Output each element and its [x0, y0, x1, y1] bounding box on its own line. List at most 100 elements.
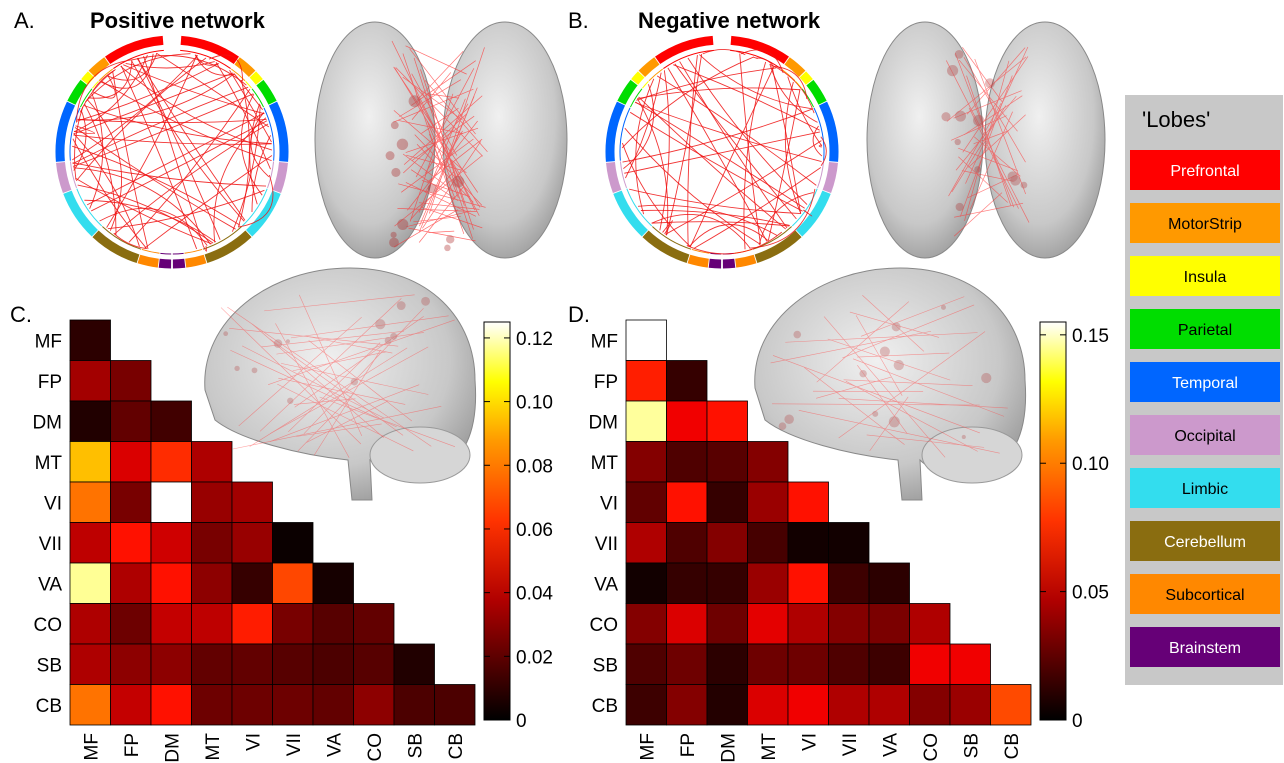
colorbar-tick-label: 0: [1072, 711, 1083, 732]
legend-swatch: [1130, 468, 1280, 508]
colorbar-tick-label: 0.02: [516, 647, 553, 668]
colorbar-tick-label: 0.06: [516, 520, 553, 541]
heatmap-cell: [110, 603, 152, 645]
heatmap-cell: [747, 643, 789, 685]
colorbar-tick-label: 0.10: [1072, 454, 1109, 475]
column-label: VII: [840, 733, 861, 756]
row-label: MT: [591, 453, 619, 474]
row-label: SB: [37, 655, 62, 676]
heatmap-cell: [191, 441, 233, 483]
row-label: VI: [600, 493, 618, 514]
heatmap-cell: [69, 400, 111, 442]
legend-swatch: [1130, 521, 1280, 561]
colorbar-tick-label: 0.15: [1072, 326, 1109, 347]
panel-a-letter: A.: [14, 8, 35, 33]
legend-label: Parietal: [1178, 322, 1232, 339]
legend-label: MotorStrip: [1168, 216, 1242, 233]
heatmap-cell: [393, 643, 435, 685]
row-label: FP: [38, 372, 62, 393]
heatmap-cell: [312, 562, 354, 604]
column-label: VII: [284, 733, 305, 756]
heatmap-cell: [666, 400, 708, 442]
row-label: CB: [36, 696, 62, 717]
heatmap-cell: [69, 360, 111, 402]
legend-swatch: [1130, 150, 1280, 190]
column-label: VA: [880, 733, 901, 757]
legend-label: Brainstem: [1169, 640, 1241, 657]
heatmap-cell: [666, 441, 708, 483]
positive-network-circle-plot: [55, 35, 289, 269]
heatmap-cell: [828, 603, 870, 645]
heatmap-cell: [231, 684, 273, 726]
heatmap-cell: [706, 441, 748, 483]
legend-label: Temporal: [1172, 375, 1238, 392]
heatmap-cell: [868, 684, 910, 726]
positive-network-heatmap: MF MF FP FP DM DM MT MT VI VI VII VII VA VA CO CO SB SB CB…: [32, 319, 476, 763]
row-label: VII: [39, 534, 62, 555]
heatmap-cell: [312, 684, 354, 726]
heatmap-cell: [150, 643, 192, 685]
heatmap-cell: [666, 481, 708, 523]
heatmap-cell: [312, 643, 354, 685]
heatmap-cell: [191, 481, 233, 523]
heatmap-cell: [150, 400, 192, 442]
heatmap-cell: [990, 684, 1032, 726]
heatmap-cell: [69, 522, 111, 564]
heatmap-cell: [272, 603, 314, 645]
legend-swatch: [1130, 574, 1280, 614]
colorbar-tick-label: 0.05: [1072, 583, 1109, 604]
heatmap-cell: [666, 360, 708, 402]
heatmap-cell: [150, 684, 192, 726]
row-label: MF: [591, 331, 618, 352]
heatmap-cell: [231, 522, 273, 564]
heatmap-cell: [706, 522, 748, 564]
negative-network-heatmap: MF MF FP FP DM DM MT MT VI VI VII VII VA VA CO CO SB SB CB…: [588, 319, 1032, 763]
heatmap-cell: [191, 522, 233, 564]
heatmap-cell: [312, 603, 354, 645]
heatmap-cell: [231, 562, 273, 604]
row-label: SB: [593, 655, 618, 676]
heatmap-cell: [828, 684, 870, 726]
heatmap-cell: [909, 684, 951, 726]
heatmap-cell: [949, 684, 991, 726]
panel-d-letter: D.: [568, 302, 590, 327]
column-label: SB: [405, 733, 426, 758]
column-label: CO: [921, 733, 942, 762]
heatmap-cell: [706, 643, 748, 685]
lobes-legend: 'Lobes' Prefrontal MotorStrip Insula Pariet…: [1125, 95, 1283, 685]
column-label: SB: [961, 733, 982, 758]
heatmap-cell: [868, 603, 910, 645]
heatmap-cell: [69, 319, 111, 361]
heatmap-cell: [110, 562, 152, 604]
heatmap-cell: [191, 643, 233, 685]
row-label: MT: [35, 453, 63, 474]
row-label: VII: [595, 534, 618, 555]
heatmap-cell: [150, 481, 192, 523]
heatmap-cell: [747, 481, 789, 523]
colorbar-tick-label: 0.04: [516, 584, 553, 605]
heatmap-cell: [150, 562, 192, 604]
heatmap-cell: [625, 643, 667, 685]
heatmap-cell: [434, 684, 476, 726]
heatmap-cell: [706, 562, 748, 604]
column-label: CO: [365, 733, 386, 762]
row-label: DM: [32, 412, 62, 433]
legend-label: Subcortical: [1165, 587, 1244, 604]
heatmap-cell: [231, 643, 273, 685]
heatmap-cell: [747, 522, 789, 564]
legend-swatch: [1130, 256, 1280, 296]
legend-title: 'Lobes': [1142, 107, 1210, 132]
heatmap-cell: [110, 643, 152, 685]
heatmap-cell: [69, 684, 111, 726]
heatmap-cell: [231, 481, 273, 523]
heatmap-cell: [69, 643, 111, 685]
row-label: VA: [38, 574, 62, 595]
column-label: MF: [637, 733, 658, 760]
heatmap-cell: [625, 603, 667, 645]
heatmap-cell: [787, 684, 829, 726]
column-label: MF: [81, 733, 102, 760]
column-label: VI: [243, 733, 264, 751]
heatmap-cell: [150, 603, 192, 645]
heatmap-cell: [272, 522, 314, 564]
